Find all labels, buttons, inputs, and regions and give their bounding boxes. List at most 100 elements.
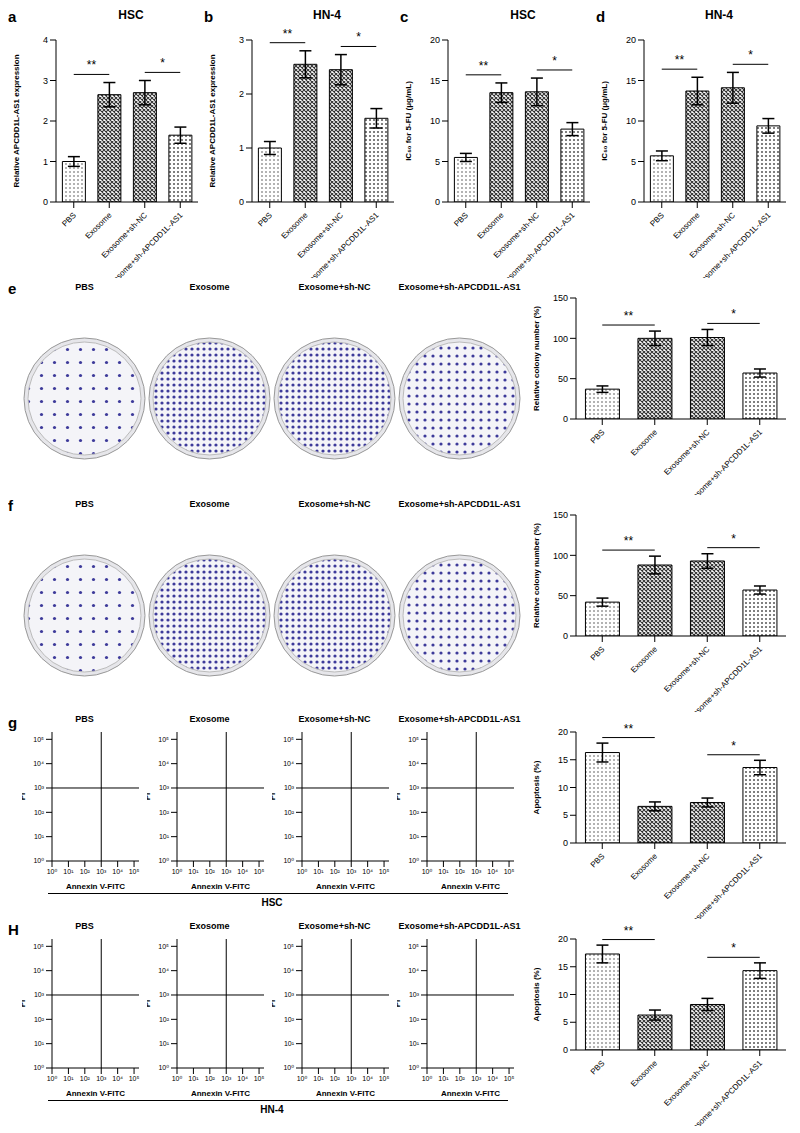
svg-text:10⁵: 10⁵ bbox=[254, 1075, 265, 1082]
svg-text:15: 15 bbox=[558, 962, 568, 972]
svg-text:Exosome+sh-APCDD1L-AS1: Exosome+sh-APCDD1L-AS1 bbox=[497, 210, 577, 278]
svg-text:10¹: 10¹ bbox=[284, 1040, 295, 1047]
svg-text:10¹: 10¹ bbox=[34, 833, 45, 840]
svg-text:10³: 10³ bbox=[221, 868, 232, 875]
svg-text:0: 0 bbox=[239, 197, 244, 207]
svg-text:Apoptosis (%): Apoptosis (%) bbox=[532, 760, 541, 814]
svg-text:*: * bbox=[731, 532, 736, 546]
svg-text:Annexin V-FITC: Annexin V-FITC bbox=[191, 1089, 250, 1096]
svg-text:Annexin V-FITC: Annexin V-FITC bbox=[441, 882, 500, 889]
svg-text:10¹: 10¹ bbox=[409, 1040, 420, 1047]
svg-text:Relative colony number (%): Relative colony number (%) bbox=[532, 306, 541, 411]
svg-text:Exosome+sh-APCDD1L-AS1: Exosome+sh-APCDD1L-AS1 bbox=[684, 1058, 764, 1126]
svg-text:0: 0 bbox=[563, 414, 568, 424]
svg-text:50: 50 bbox=[558, 591, 568, 601]
svg-text:10⁴: 10⁴ bbox=[158, 967, 169, 974]
svg-text:10⁴: 10⁴ bbox=[33, 760, 44, 767]
svg-text:10³: 10³ bbox=[96, 1075, 107, 1082]
svg-text:10⁵: 10⁵ bbox=[158, 736, 169, 743]
svg-text:10²: 10² bbox=[284, 1016, 295, 1023]
svg-text:10⁰: 10⁰ bbox=[47, 868, 58, 875]
svg-text:Exosome+sh-APCDD1L-AS1: Exosome+sh-APCDD1L-AS1 bbox=[105, 210, 185, 278]
svg-text:Exosome+sh-APCDD1L-AS1: Exosome+sh-APCDD1L-AS1 bbox=[684, 851, 764, 919]
svg-text:PI: PI bbox=[147, 1000, 152, 1008]
svg-text:10⁵: 10⁵ bbox=[129, 868, 140, 875]
svg-text:**: ** bbox=[624, 722, 634, 736]
svg-text:10¹: 10¹ bbox=[438, 1075, 449, 1082]
svg-text:10⁵: 10⁵ bbox=[379, 1075, 390, 1082]
svg-text:10⁴: 10⁴ bbox=[408, 967, 419, 974]
svg-text:100: 100 bbox=[553, 334, 568, 344]
svg-text:Exosome+sh-NC: Exosome+sh-NC bbox=[662, 645, 711, 694]
svg-text:10⁵: 10⁵ bbox=[283, 736, 294, 743]
svg-text:10⁵: 10⁵ bbox=[283, 943, 294, 950]
svg-text:10⁴: 10⁴ bbox=[283, 967, 294, 974]
svg-text:Exosome: Exosome bbox=[629, 427, 659, 457]
svg-text:5: 5 bbox=[563, 1017, 568, 1027]
svg-text:PI: PI bbox=[272, 1000, 277, 1008]
svg-text:Exosome: Exosome bbox=[629, 851, 659, 881]
svg-text:10⁴: 10⁴ bbox=[158, 760, 169, 767]
svg-text:**: ** bbox=[675, 53, 685, 67]
svg-text:10⁰: 10⁰ bbox=[283, 1064, 294, 1071]
svg-text:PBS: PBS bbox=[452, 211, 470, 229]
svg-text:0: 0 bbox=[631, 197, 636, 207]
svg-text:10⁴: 10⁴ bbox=[283, 760, 294, 767]
svg-text:3: 3 bbox=[43, 76, 48, 86]
svg-text:10⁰: 10⁰ bbox=[158, 857, 169, 864]
svg-text:*: * bbox=[731, 739, 736, 753]
svg-text:10³: 10³ bbox=[284, 784, 295, 791]
svg-text:150: 150 bbox=[553, 293, 568, 303]
svg-text:10⁴: 10⁴ bbox=[112, 1075, 123, 1082]
svg-text:15: 15 bbox=[558, 755, 568, 765]
svg-text:10²: 10² bbox=[159, 1016, 170, 1023]
svg-text:*: * bbox=[731, 307, 736, 321]
svg-text:10¹: 10¹ bbox=[159, 1040, 170, 1047]
svg-text:10³: 10³ bbox=[159, 991, 170, 998]
svg-text:10⁰: 10⁰ bbox=[172, 868, 183, 875]
svg-text:IC₅₀ for 5-FU (μg/mL): IC₅₀ for 5-FU (μg/mL) bbox=[600, 81, 609, 161]
svg-text:10²: 10² bbox=[205, 868, 216, 875]
svg-text:Annexin V-FITC: Annexin V-FITC bbox=[66, 882, 125, 889]
svg-text:10³: 10³ bbox=[34, 991, 45, 998]
svg-text:10⁰: 10⁰ bbox=[408, 1064, 419, 1071]
svg-text:10²: 10² bbox=[80, 868, 91, 875]
svg-text:10⁴: 10⁴ bbox=[112, 868, 123, 875]
svg-text:*: * bbox=[748, 48, 753, 62]
svg-text:10⁴: 10⁴ bbox=[33, 967, 44, 974]
svg-text:10⁰: 10⁰ bbox=[33, 1064, 44, 1071]
svg-text:10⁰: 10⁰ bbox=[172, 1075, 183, 1082]
svg-text:20: 20 bbox=[558, 727, 568, 737]
svg-text:150: 150 bbox=[553, 510, 568, 520]
svg-text:20: 20 bbox=[626, 35, 636, 45]
svg-text:PBS: PBS bbox=[589, 428, 607, 446]
svg-text:2: 2 bbox=[43, 116, 48, 126]
svg-text:10⁵: 10⁵ bbox=[504, 1075, 515, 1082]
svg-text:10²: 10² bbox=[409, 1016, 420, 1023]
svg-text:10¹: 10¹ bbox=[438, 868, 449, 875]
svg-text:PBS: PBS bbox=[589, 1059, 607, 1077]
svg-text:20: 20 bbox=[558, 934, 568, 944]
svg-text:10²: 10² bbox=[409, 809, 420, 816]
svg-text:**: ** bbox=[624, 534, 634, 548]
svg-text:**: ** bbox=[87, 58, 97, 72]
svg-text:10²: 10² bbox=[455, 1075, 466, 1082]
svg-text:10⁴: 10⁴ bbox=[362, 1075, 373, 1082]
svg-text:0: 0 bbox=[435, 197, 440, 207]
svg-text:10⁵: 10⁵ bbox=[408, 736, 419, 743]
svg-text:10³: 10³ bbox=[96, 868, 107, 875]
svg-text:10²: 10² bbox=[455, 868, 466, 875]
svg-text:10⁴: 10⁴ bbox=[487, 868, 498, 875]
svg-text:0: 0 bbox=[563, 1045, 568, 1055]
svg-text:10¹: 10¹ bbox=[409, 833, 420, 840]
svg-text:Relative APCDD1L-AS1 expressio: Relative APCDD1L-AS1 expression bbox=[12, 54, 21, 187]
svg-text:Exosome: Exosome bbox=[629, 1058, 659, 1088]
svg-text:*: * bbox=[731, 941, 736, 955]
svg-text:10²: 10² bbox=[34, 1016, 45, 1023]
svg-text:10⁵: 10⁵ bbox=[504, 868, 515, 875]
svg-text:10⁰: 10⁰ bbox=[422, 868, 433, 875]
svg-text:10¹: 10¹ bbox=[63, 1075, 74, 1082]
svg-text:10¹: 10¹ bbox=[188, 868, 199, 875]
svg-text:10⁵: 10⁵ bbox=[129, 1075, 140, 1082]
svg-text:20: 20 bbox=[430, 35, 440, 45]
